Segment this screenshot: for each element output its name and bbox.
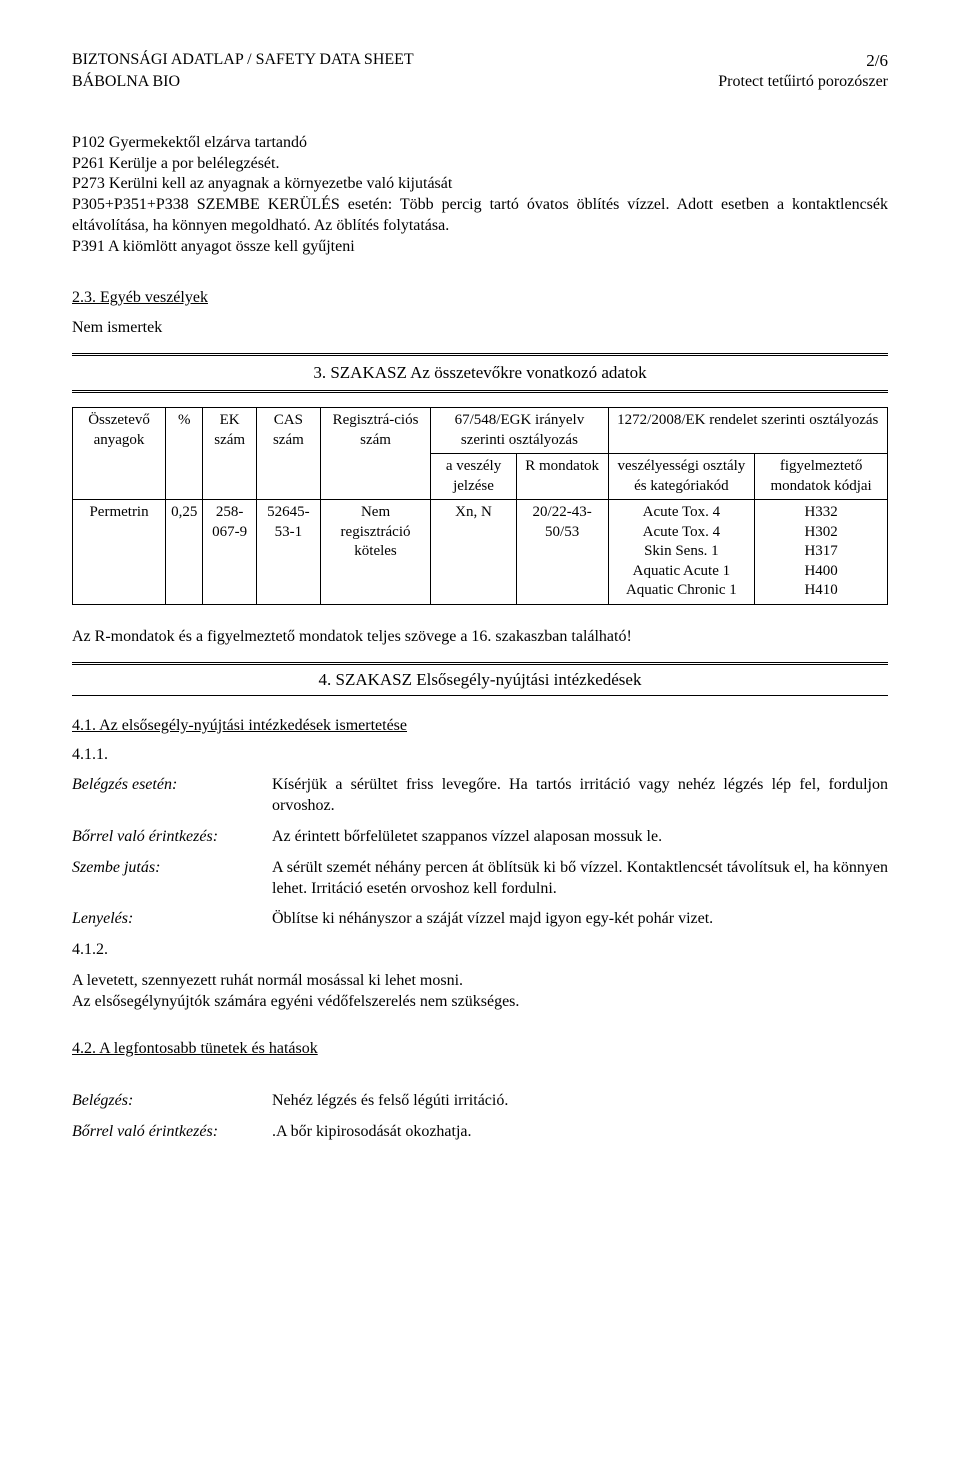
table-row: Permetrin 0,25 258-067-9 52645-53-1 Nem … xyxy=(73,500,888,605)
ingest-text: Öblítse ki néhányszor a száját vízzel ma… xyxy=(272,909,888,930)
p305: P305+P351+P338 SZEMBE KERÜLÉS esetén: Tö… xyxy=(72,195,888,237)
th-haz-sym: a veszély jelzése xyxy=(431,454,516,500)
section-3-title-wrap: 3. SZAKASZ Az összetevőkre vonatkozó ada… xyxy=(72,353,888,393)
th-ek: EK szám xyxy=(203,408,257,500)
s412-l1: A levetett, szennyezett ruhát normál mos… xyxy=(72,971,888,992)
note-after-table: Az R-mondatok és a figyelmeztető mondato… xyxy=(72,627,888,648)
th-component: Összetevő anyagok xyxy=(73,408,166,500)
th-h-codes: figyelmeztető mondatok kódjai xyxy=(755,454,888,500)
symptom-inhale-text: Nehéz légzés és felső légúti irritáció. xyxy=(272,1091,888,1112)
symptom-inhale: Belégzés: Nehéz légzés és felső légúti i… xyxy=(72,1091,888,1112)
td-pct: 0,25 xyxy=(166,500,203,605)
inhale-text: Kísérjük a sérültet friss levegőre. Ha t… xyxy=(272,775,888,817)
skin-label: Bőrrel való érintkezés: xyxy=(72,827,272,848)
td-haz: Xn, N xyxy=(431,500,516,605)
s23-body: Nem ismertek xyxy=(72,318,888,339)
p102: P102 Gyermekektől elzárva tartandó xyxy=(72,133,888,154)
td-ghs: Acute Tox. 4 Acute Tox. 4 Skin Sens. 1 A… xyxy=(608,500,755,605)
p-statements: P102 Gyermekektől elzárva tartandó P261 … xyxy=(72,133,888,258)
th-reg: Regisztrá-ciós szám xyxy=(320,408,431,500)
inhale-label: Belégzés esetén: xyxy=(72,775,272,796)
s23-title: 2.3. Egyéb veszélyek xyxy=(72,288,888,309)
header-page: 2/6 xyxy=(866,50,888,72)
s41-title: 4.1. Az elsősegély-nyújtási intézkedések… xyxy=(72,716,888,737)
td-name: Permetrin xyxy=(73,500,166,605)
th-r-phrases: R mondatok xyxy=(516,454,608,500)
symptom-skin-text: .A bőr kipirosodását okozhatja. xyxy=(272,1122,888,1143)
th-ghs-class: veszélyességi osztály és kategóriakód xyxy=(608,454,755,500)
header-line-1: BIZTONSÁGI ADATLAP / SAFETY DATA SHEET 2… xyxy=(72,50,888,72)
ingest-label: Lenyelés: xyxy=(72,909,272,930)
skin-text: Az érintett bőrfelületet szappanos vízze… xyxy=(272,827,888,848)
td-reg: Nem regisztráció köteles xyxy=(320,500,431,605)
composition-table: Összetevő anyagok % EK szám CAS szám Reg… xyxy=(72,407,888,605)
firstaid-ingest: Lenyelés: Öblítse ki néhányszor a száját… xyxy=(72,909,888,930)
symptom-inhale-label: Belégzés: xyxy=(72,1091,272,1112)
s412: 4.1.2. xyxy=(72,940,888,961)
th-percent: % xyxy=(166,408,203,500)
s412-l2: Az elsősegélynyújtók számára egyéni védő… xyxy=(72,992,888,1013)
firstaid-eye: Szembe jutás: A sérült szemét néhány per… xyxy=(72,858,888,900)
symptom-skin-label: Bőrrel való érintkezés: xyxy=(72,1122,272,1143)
td-h: H332 H302 H317 H400 H410 xyxy=(755,500,888,605)
th-67548: 67/548/EGK irányelv szerinti osztályozás xyxy=(431,408,608,454)
td-r: 20/22-43-50/53 xyxy=(516,500,608,605)
p391: P391 A kiömlött anyagot össze kell gyűjt… xyxy=(72,237,888,258)
firstaid-inhale: Belégzés esetén: Kísérjük a sérültet fri… xyxy=(72,775,888,817)
header-product: Protect tetűirtó porozószer xyxy=(718,72,888,93)
section-4-title: 4. SZAKASZ Elsősegély-nyújtási intézkedé… xyxy=(319,670,642,689)
p273: P273 Kerülni kell az anyagnak a környeze… xyxy=(72,174,888,195)
header-left-2: BÁBOLNA BIO xyxy=(72,72,180,93)
eye-label: Szembe jutás: xyxy=(72,858,272,879)
eye-text: A sérült szemét néhány percen át öblítsü… xyxy=(272,858,888,900)
firstaid-skin: Bőrrel való érintkezés: Az érintett bőrf… xyxy=(72,827,888,848)
s42-title: 4.2. A legfontosabb tünetek és hatások xyxy=(72,1039,888,1060)
symptom-skin: Bőrrel való érintkezés: .A bőr kipirosod… xyxy=(72,1122,888,1143)
header-line-2: BÁBOLNA BIO Protect tetűirtó porozószer xyxy=(72,72,888,93)
section-3-title: 3. SZAKASZ Az összetevőkre vonatkozó ada… xyxy=(313,363,646,382)
th-cas: CAS szám xyxy=(256,408,320,500)
th-1272: 1272/2008/EK rendelet szerinti osztályoz… xyxy=(608,408,887,454)
section-4-title-wrap: 4. SZAKASZ Elsősegély-nyújtási intézkedé… xyxy=(72,662,888,696)
p261: P261 Kerülje a por belélegzését. xyxy=(72,154,888,175)
header-left-1: BIZTONSÁGI ADATLAP / SAFETY DATA SHEET xyxy=(72,50,414,72)
s411: 4.1.1. xyxy=(72,745,888,766)
td-ek: 258-067-9 xyxy=(203,500,257,605)
td-cas: 52645-53-1 xyxy=(256,500,320,605)
